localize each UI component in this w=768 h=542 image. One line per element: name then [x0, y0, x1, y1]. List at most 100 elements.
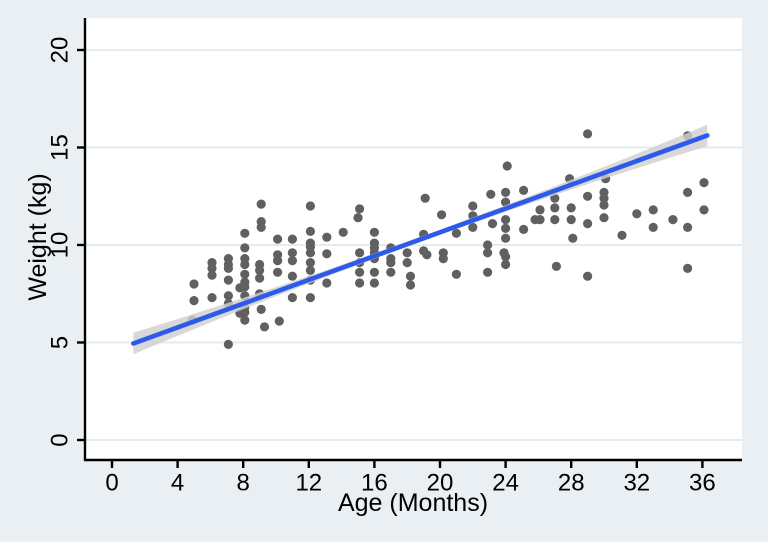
data-point — [503, 161, 512, 170]
age-weight-scatter-chart: 04812162024283236 05101520 Age (Months) … — [0, 0, 768, 537]
x-tick-label: 4 — [171, 470, 184, 497]
data-point — [501, 234, 510, 243]
data-point — [240, 282, 249, 291]
data-point — [257, 223, 266, 232]
data-point — [501, 215, 510, 224]
data-point — [403, 258, 412, 267]
data-point — [683, 188, 692, 197]
data-point — [550, 215, 559, 224]
data-point — [406, 272, 415, 281]
data-point — [322, 233, 331, 242]
data-point — [255, 274, 264, 283]
data-point — [483, 268, 492, 277]
data-point — [370, 278, 379, 287]
data-point — [370, 228, 379, 237]
data-point — [483, 248, 492, 257]
x-tick-label: 8 — [237, 470, 250, 497]
data-point — [355, 204, 364, 213]
data-point — [207, 293, 216, 302]
x-tick-label: 12 — [295, 470, 322, 497]
data-point — [617, 231, 626, 240]
data-point — [552, 262, 561, 271]
data-point — [288, 235, 297, 244]
data-point — [421, 194, 430, 203]
data-point — [437, 210, 446, 219]
x-tick-label: 24 — [492, 470, 519, 497]
data-point — [649, 205, 658, 214]
data-point — [683, 223, 692, 232]
data-point — [224, 276, 233, 285]
x-tick-label: 0 — [105, 470, 118, 497]
data-point — [355, 268, 364, 277]
data-point — [567, 215, 576, 224]
y-tick-label: 20 — [47, 37, 74, 64]
data-point — [535, 205, 544, 214]
data-point — [240, 243, 249, 252]
data-point — [306, 227, 315, 236]
data-point — [240, 229, 249, 238]
data-point — [403, 248, 412, 257]
data-point — [583, 219, 592, 228]
data-point — [567, 203, 576, 212]
data-point — [355, 278, 364, 287]
data-point — [273, 235, 282, 244]
data-point — [353, 213, 362, 222]
data-point — [550, 203, 559, 212]
x-tick-label: 36 — [689, 470, 716, 497]
data-point — [519, 186, 528, 195]
data-point — [260, 322, 269, 331]
data-point — [257, 305, 266, 314]
data-point — [683, 264, 692, 273]
data-point — [535, 215, 544, 224]
data-point — [422, 250, 431, 259]
data-point — [288, 293, 297, 302]
data-point — [189, 279, 198, 288]
data-point — [224, 264, 233, 273]
data-point — [501, 260, 510, 269]
data-point — [501, 188, 510, 197]
data-point — [583, 129, 592, 138]
data-point — [699, 205, 708, 214]
data-point — [322, 278, 331, 287]
data-point — [224, 340, 233, 349]
data-point — [306, 201, 315, 210]
data-point — [486, 190, 495, 199]
plot-area — [85, 18, 742, 460]
data-point — [632, 209, 641, 218]
y-tick-label: 15 — [47, 134, 74, 161]
data-point — [306, 248, 315, 257]
y-tick-label: 0 — [47, 433, 74, 446]
data-point — [501, 224, 510, 233]
data-point — [273, 256, 282, 265]
y-axis-title: Weight (kg) — [24, 173, 52, 300]
data-point — [257, 200, 266, 209]
data-point — [355, 248, 364, 257]
data-point — [452, 270, 461, 279]
data-point — [386, 268, 395, 277]
data-point — [288, 256, 297, 265]
x-tick-label: 28 — [558, 470, 585, 497]
data-point — [273, 268, 282, 277]
data-point — [322, 249, 331, 258]
data-point — [599, 213, 608, 222]
x-axis-title: Age (Months) — [338, 489, 488, 517]
data-point — [306, 266, 315, 275]
data-point — [668, 215, 677, 224]
data-point — [306, 293, 315, 302]
data-point — [699, 178, 708, 187]
data-point — [370, 268, 379, 277]
data-point — [207, 271, 216, 280]
data-point — [240, 260, 249, 269]
data-point — [288, 272, 297, 281]
data-point — [240, 316, 249, 325]
y-tick-label: 5 — [47, 336, 74, 349]
data-point — [568, 234, 577, 243]
data-point — [599, 200, 608, 209]
data-point — [275, 317, 284, 326]
data-point — [339, 228, 348, 237]
data-point — [519, 225, 528, 234]
data-point — [189, 296, 198, 305]
data-point — [386, 258, 395, 267]
data-point — [488, 219, 497, 228]
data-point — [468, 201, 477, 210]
